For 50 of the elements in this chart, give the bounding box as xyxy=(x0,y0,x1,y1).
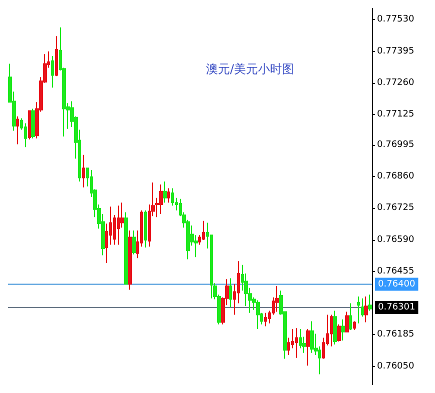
candlestick xyxy=(24,122,27,148)
candlestick xyxy=(275,285,279,312)
text: 澳元/美元小时图 xyxy=(206,62,294,76)
candlestick xyxy=(124,212,128,285)
y-tick-label: 0.76995 xyxy=(377,140,414,150)
candlestick xyxy=(353,320,356,330)
candlestick xyxy=(364,296,368,323)
y-tick-label: 0.76725 xyxy=(377,203,414,214)
candlestick xyxy=(341,318,345,342)
candlestick xyxy=(345,311,349,332)
candlestick xyxy=(295,328,298,358)
y-tick-label: 0.76185 xyxy=(377,330,414,340)
candlestick xyxy=(16,116,19,145)
candlestick xyxy=(167,188,170,204)
candlestick xyxy=(349,302,352,330)
candlestick xyxy=(31,108,35,139)
candlestick xyxy=(229,278,232,308)
ref-line-label: 0.76400 xyxy=(378,279,416,290)
y-tick-label: 0.76455 xyxy=(377,266,414,276)
candlestick xyxy=(310,320,314,354)
candlestick xyxy=(51,56,54,88)
candlestick xyxy=(132,230,136,255)
candlestick xyxy=(357,296,360,324)
candlestick xyxy=(368,294,372,312)
candlestick xyxy=(117,205,120,246)
candlestick xyxy=(361,298,364,318)
y-tick-label: 0.77395 xyxy=(377,46,414,56)
y-tick-label: 0.77530 xyxy=(377,14,414,25)
candlestick xyxy=(333,310,337,345)
candlestick xyxy=(299,328,302,349)
candlestick xyxy=(337,324,341,342)
candlestick xyxy=(202,220,205,241)
y-tick-label: 0.76860 xyxy=(377,172,414,182)
y-tick-label: 0.77260 xyxy=(377,78,414,88)
candlestick xyxy=(144,210,147,248)
candlestick xyxy=(256,300,260,330)
y-tick-label: 0.76050 xyxy=(377,361,414,372)
candlestick xyxy=(82,154,85,188)
candlestick xyxy=(330,314,333,347)
candlestick xyxy=(163,181,167,204)
ref-line-label: 0.76301 xyxy=(378,302,416,312)
candlestick xyxy=(159,184,163,215)
candlestick xyxy=(28,110,31,140)
candlestick xyxy=(171,188,174,206)
candlestick xyxy=(306,328,310,366)
candlestick xyxy=(264,312,267,327)
candlestick xyxy=(55,36,58,77)
y-tick-label: 0.76590 xyxy=(377,234,414,245)
y-tick-label: 0.77125 xyxy=(377,110,414,120)
candlestick xyxy=(128,230,132,290)
